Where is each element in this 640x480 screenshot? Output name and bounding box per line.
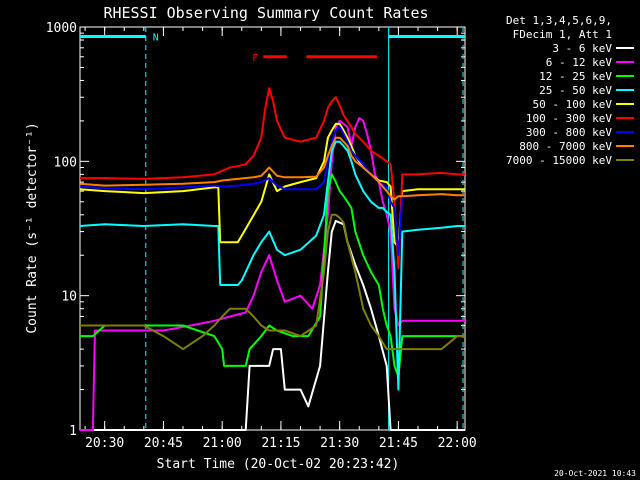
series-line: [79, 136, 465, 201]
y-tick-label: 100: [54, 155, 77, 170]
legend: Det 1,3,4,5,6,9,FDecim 1, Att 13 - 6 keV…: [506, 14, 634, 167]
footer-date: 20-Oct-2021 10:43: [554, 469, 636, 478]
chart-title: RHESSI Observing Summary Count Rates: [103, 4, 428, 22]
y-tick-label: 1: [69, 424, 77, 439]
x-tick-label: 21:00: [203, 436, 242, 451]
x-tick-label: 21:15: [261, 436, 300, 451]
legend-entry-label: 6 - 12 keV: [546, 56, 613, 69]
legend-header: FDecim 1, Att 1: [513, 28, 612, 41]
series-line: [80, 173, 465, 378]
x-tick-label: 20:45: [144, 436, 183, 451]
series-line: [80, 213, 465, 351]
y-axis-label: Count Rate (s⁻¹ detector⁻¹): [25, 122, 40, 333]
x-tick-label: 21:30: [320, 436, 359, 451]
series-line: [79, 122, 465, 249]
legend-entry-label: 7000 - 15000 keV: [506, 154, 612, 167]
series-line: [79, 140, 465, 391]
x-tick-label: 21:45: [379, 436, 418, 451]
series-line: [80, 87, 465, 270]
plot-frame: [79, 26, 466, 431]
series-line: [80, 219, 465, 431]
y-tick-label: 1000: [46, 21, 77, 36]
legend-header: Det 1,3,4,5,6,9,: [506, 14, 612, 27]
legend-entry-label: 3 - 6 keV: [552, 42, 612, 55]
legend-entry-label: 25 - 50 keV: [539, 84, 612, 97]
legend-entry-label: 800 - 7000 keV: [519, 140, 612, 153]
series-line: [79, 126, 465, 257]
legend-entry-label: 12 - 25 keV: [539, 70, 612, 83]
series-line: [80, 117, 465, 431]
y-tick-label: 10: [61, 290, 77, 305]
legend-entry-label: 100 - 300 keV: [526, 112, 612, 125]
plot-axes: 1000 100 10 1 20:30 20:45 21:00 21:15 21:30 21:45…: [46, 21, 477, 451]
x-tick-label: 22:00: [438, 436, 477, 451]
flag-label: N: [153, 32, 159, 43]
legend-entry-label: 50 - 100 keV: [533, 98, 613, 111]
x-tick-label: 20:30: [85, 436, 124, 451]
x-axis-label: Start Time (20-Oct-02 20:23:42): [157, 457, 400, 472]
legend-entry-label: 300 - 800 keV: [526, 126, 612, 139]
series-lines: [79, 87, 465, 431]
flag-label: F: [252, 53, 258, 64]
